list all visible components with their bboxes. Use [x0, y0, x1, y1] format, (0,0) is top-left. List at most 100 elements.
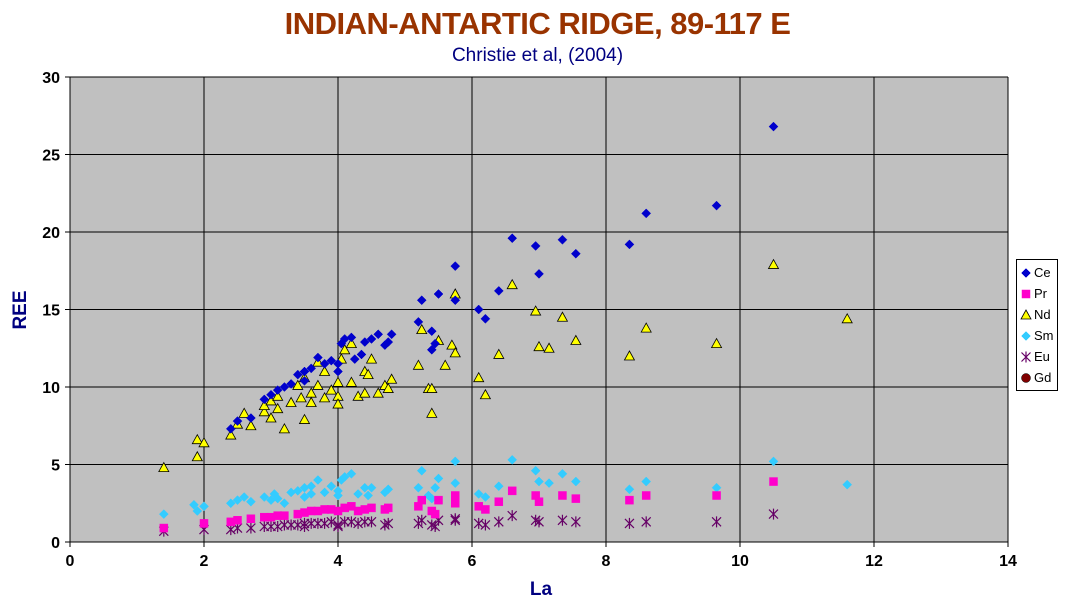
ce-point — [373, 329, 384, 340]
pr-point — [233, 516, 242, 525]
x-tick-label: 2 — [200, 553, 209, 570]
eu-point — [534, 516, 544, 528]
sm-point — [246, 496, 256, 507]
pr-point — [199, 519, 209, 528]
y-axis-label: REE — [10, 290, 31, 329]
sm-point — [366, 482, 377, 493]
ce-point — [534, 268, 544, 279]
ce-point — [426, 326, 437, 337]
pr-point — [507, 486, 517, 496]
nd-point — [272, 390, 284, 401]
sm-point — [346, 468, 357, 479]
nd-point — [295, 392, 307, 403]
ce-point — [641, 208, 652, 219]
x-tick-label: 10 — [731, 553, 749, 570]
pr-point — [534, 497, 544, 506]
sm-point — [239, 492, 250, 502]
pr-point — [625, 495, 634, 505]
legend-label: Pr — [1034, 286, 1047, 301]
ce-point — [416, 295, 427, 306]
pr-point — [246, 514, 256, 523]
nd-point — [426, 382, 438, 393]
eu-point — [711, 516, 722, 528]
sm-point — [450, 456, 461, 467]
nd-point — [158, 461, 170, 473]
sm-point — [493, 481, 504, 492]
pr-point — [571, 494, 581, 503]
nd-point — [412, 359, 425, 370]
eu-point — [319, 517, 330, 529]
legend-item-sm: Sm — [1017, 326, 1059, 346]
y-tick-label: 15 — [42, 303, 60, 320]
legend-symbol — [1021, 373, 1031, 383]
eu-point — [245, 522, 256, 534]
nd-point — [245, 419, 257, 431]
nd-point — [362, 368, 374, 380]
pr-point — [451, 499, 460, 508]
legend-item-eu: Eu — [1017, 347, 1059, 367]
pr-point — [384, 503, 393, 513]
ce-point — [570, 248, 581, 259]
eu-point — [493, 516, 504, 528]
sm-point — [306, 489, 317, 499]
sm-point — [353, 489, 363, 499]
nd-point — [305, 396, 317, 407]
nd-point — [767, 258, 780, 269]
sm-point — [299, 492, 310, 502]
legend-label: Ce — [1034, 265, 1051, 280]
legend-label: Gd — [1034, 370, 1052, 385]
ce-point — [313, 352, 323, 363]
nd-point — [278, 423, 291, 434]
legend-marker-gd — [1021, 373, 1031, 383]
nd-point — [225, 429, 237, 440]
eu-point — [416, 514, 427, 526]
y-tick-label: 0 — [51, 535, 60, 552]
ce-point — [530, 241, 541, 251]
nd-point — [556, 311, 569, 322]
pr-point — [367, 503, 376, 513]
eu-point — [507, 510, 518, 522]
ce-point — [225, 423, 236, 434]
nd-point — [345, 337, 358, 349]
y-tick-label: 20 — [42, 225, 60, 242]
ce-point — [292, 369, 303, 380]
legend-symbol — [1021, 351, 1031, 363]
ce-point — [624, 239, 635, 250]
sm-point — [534, 476, 544, 487]
ce-point — [272, 385, 283, 395]
ce-point — [259, 394, 270, 405]
ce-point — [768, 121, 779, 132]
nd-point — [285, 396, 297, 407]
eu-point — [333, 521, 343, 532]
pr-point — [494, 497, 504, 506]
sm-point — [530, 465, 541, 476]
pr-point — [558, 491, 567, 500]
legend-marker-pr — [1021, 289, 1031, 299]
pr-point — [347, 502, 356, 511]
sm-point — [225, 498, 236, 509]
pr-point — [641, 491, 651, 500]
sm-point — [279, 498, 290, 509]
grid-lines — [70, 76, 1009, 542]
ce-point — [349, 354, 360, 364]
nd-point — [623, 350, 636, 361]
eu-point — [480, 519, 491, 531]
series-pr — [159, 477, 778, 533]
nd-point — [258, 405, 270, 417]
nd-point — [479, 388, 492, 400]
pr-point — [417, 495, 426, 505]
eu-point — [346, 516, 357, 528]
eu-point — [366, 516, 377, 528]
ce-point — [333, 366, 343, 377]
legend-label: Nd — [1034, 307, 1051, 322]
sm-point — [292, 485, 303, 496]
nd-point — [439, 359, 451, 370]
sm-point — [319, 487, 330, 498]
nd-point — [318, 365, 331, 376]
eu-point — [450, 513, 461, 525]
nd-point — [359, 387, 371, 398]
nd-point — [382, 382, 394, 393]
sm-point — [768, 456, 779, 467]
ce-point — [433, 289, 444, 299]
